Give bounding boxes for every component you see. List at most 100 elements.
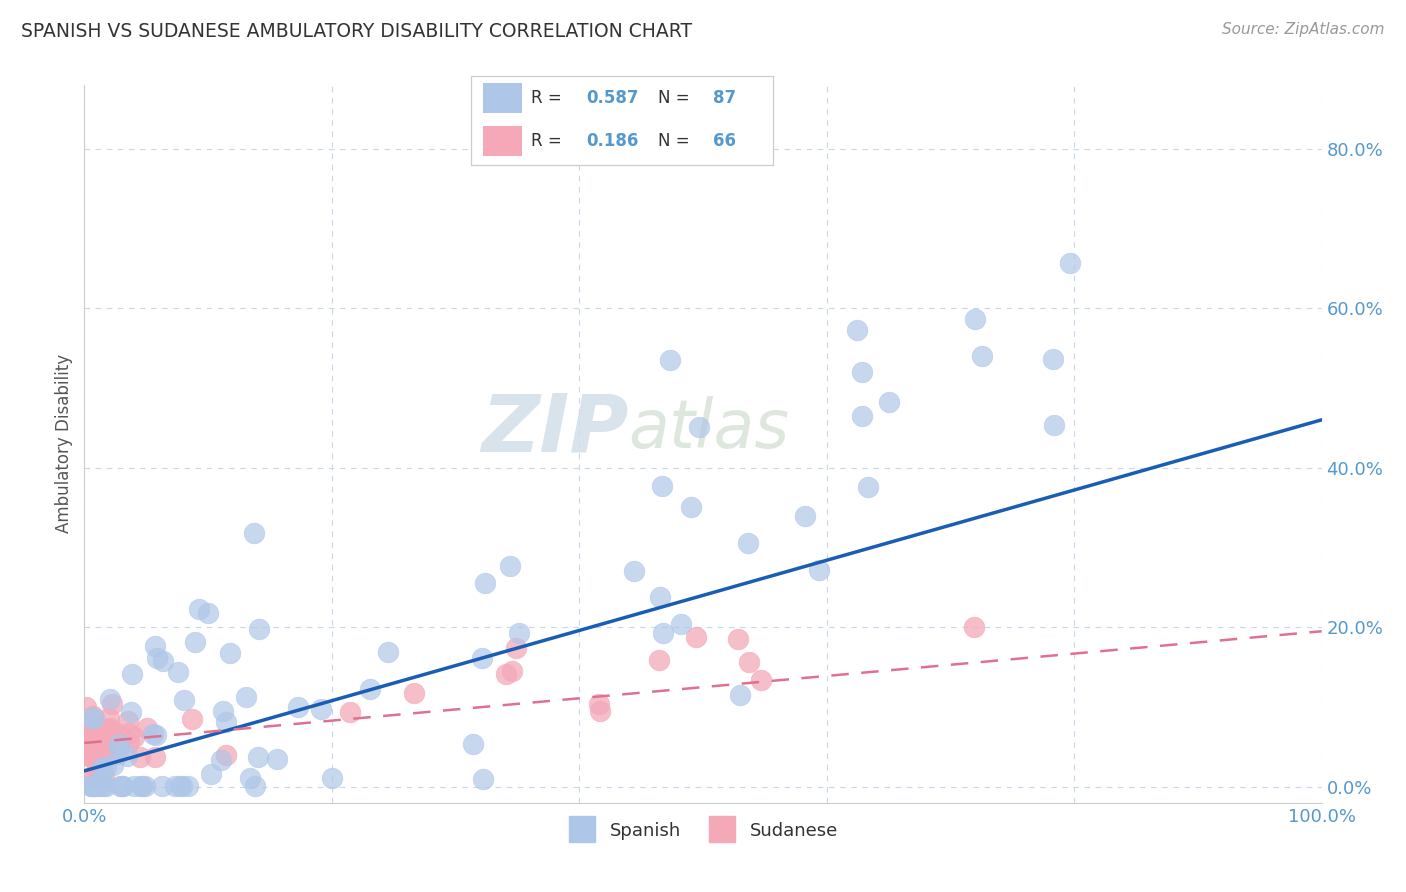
Point	[75, 700, 97, 714]
Point	[499, 559, 522, 574]
Point	[243, 779, 266, 793]
Point	[648, 653, 671, 667]
Point	[129, 779, 152, 793]
Point	[471, 772, 494, 786]
Text: 0.587: 0.587	[586, 89, 638, 107]
Text: SPANISH VS SUDANESE AMBULATORY DISABILITY CORRELATION CHART: SPANISH VS SUDANESE AMBULATORY DISABILIT…	[21, 22, 692, 41]
Point	[588, 697, 610, 711]
Text: atlas: atlas	[628, 396, 790, 462]
Point	[134, 779, 156, 793]
Point	[108, 742, 131, 756]
Point	[86, 756, 108, 771]
Point	[93, 770, 115, 784]
Point	[84, 768, 107, 782]
Point	[1043, 417, 1066, 432]
Text: 87: 87	[713, 89, 735, 107]
Point	[86, 732, 108, 747]
Point	[738, 655, 761, 669]
Text: R =: R =	[531, 89, 568, 107]
Point	[107, 747, 129, 761]
Point	[90, 741, 112, 756]
Point	[145, 728, 167, 742]
Point	[111, 779, 134, 793]
Point	[103, 724, 125, 739]
Point	[84, 746, 107, 760]
Text: 0.186: 0.186	[586, 132, 638, 150]
Point	[94, 724, 117, 739]
Point	[181, 712, 204, 726]
Point	[91, 761, 114, 775]
Point	[84, 743, 107, 757]
Point	[97, 735, 120, 749]
Point	[142, 727, 165, 741]
Point	[377, 645, 399, 659]
Point	[86, 740, 108, 755]
Point	[856, 480, 879, 494]
Point	[79, 711, 101, 725]
Point	[219, 646, 242, 660]
Point	[86, 744, 108, 758]
Point	[749, 673, 772, 688]
Point	[131, 779, 153, 793]
Point	[727, 632, 749, 646]
Point	[82, 745, 104, 759]
Text: Source: ZipAtlas.com: Source: ZipAtlas.com	[1222, 22, 1385, 37]
Point	[84, 725, 107, 739]
Point	[89, 779, 111, 793]
Point	[652, 625, 675, 640]
Point	[235, 690, 257, 705]
Point	[247, 622, 270, 636]
Point	[167, 665, 190, 680]
Point	[86, 779, 108, 793]
Point	[129, 749, 152, 764]
Point	[688, 419, 710, 434]
Text: R =: R =	[531, 132, 568, 150]
Point	[77, 742, 100, 756]
Point	[108, 779, 131, 793]
Legend: Spanish, Sudanese: Spanish, Sudanese	[561, 814, 845, 847]
Point	[83, 711, 105, 725]
Point	[1042, 351, 1064, 366]
Point	[143, 750, 166, 764]
Point	[471, 651, 494, 665]
Point	[117, 749, 139, 764]
Point	[79, 720, 101, 734]
Point	[972, 349, 994, 363]
Point	[339, 706, 361, 720]
Point	[846, 323, 869, 337]
Point	[623, 565, 645, 579]
Y-axis label: Ambulatory Disability: Ambulatory Disability	[55, 354, 73, 533]
Point	[215, 747, 238, 762]
Point	[681, 500, 703, 514]
Point	[402, 685, 425, 699]
Point	[76, 743, 98, 757]
Point	[169, 779, 191, 793]
Point	[177, 779, 200, 793]
Point	[165, 779, 187, 793]
Point	[79, 739, 101, 753]
Point	[728, 688, 751, 702]
Point	[212, 704, 235, 718]
Text: ZIP: ZIP	[481, 391, 628, 468]
Point	[658, 352, 681, 367]
Point	[215, 715, 238, 730]
Point	[239, 772, 262, 786]
Point	[96, 779, 118, 793]
Point	[794, 509, 817, 524]
Point	[83, 779, 105, 793]
Point	[89, 742, 111, 756]
Point	[197, 606, 219, 620]
Point	[669, 616, 692, 631]
Point	[737, 536, 759, 550]
Point	[118, 726, 141, 740]
Point	[107, 737, 129, 751]
Point	[100, 729, 122, 743]
Point	[495, 667, 517, 681]
Point	[98, 710, 121, 724]
Point	[242, 525, 264, 540]
Point	[321, 771, 343, 785]
Point	[650, 591, 672, 605]
Point	[651, 479, 673, 493]
Point	[851, 365, 873, 379]
Point	[508, 626, 530, 640]
